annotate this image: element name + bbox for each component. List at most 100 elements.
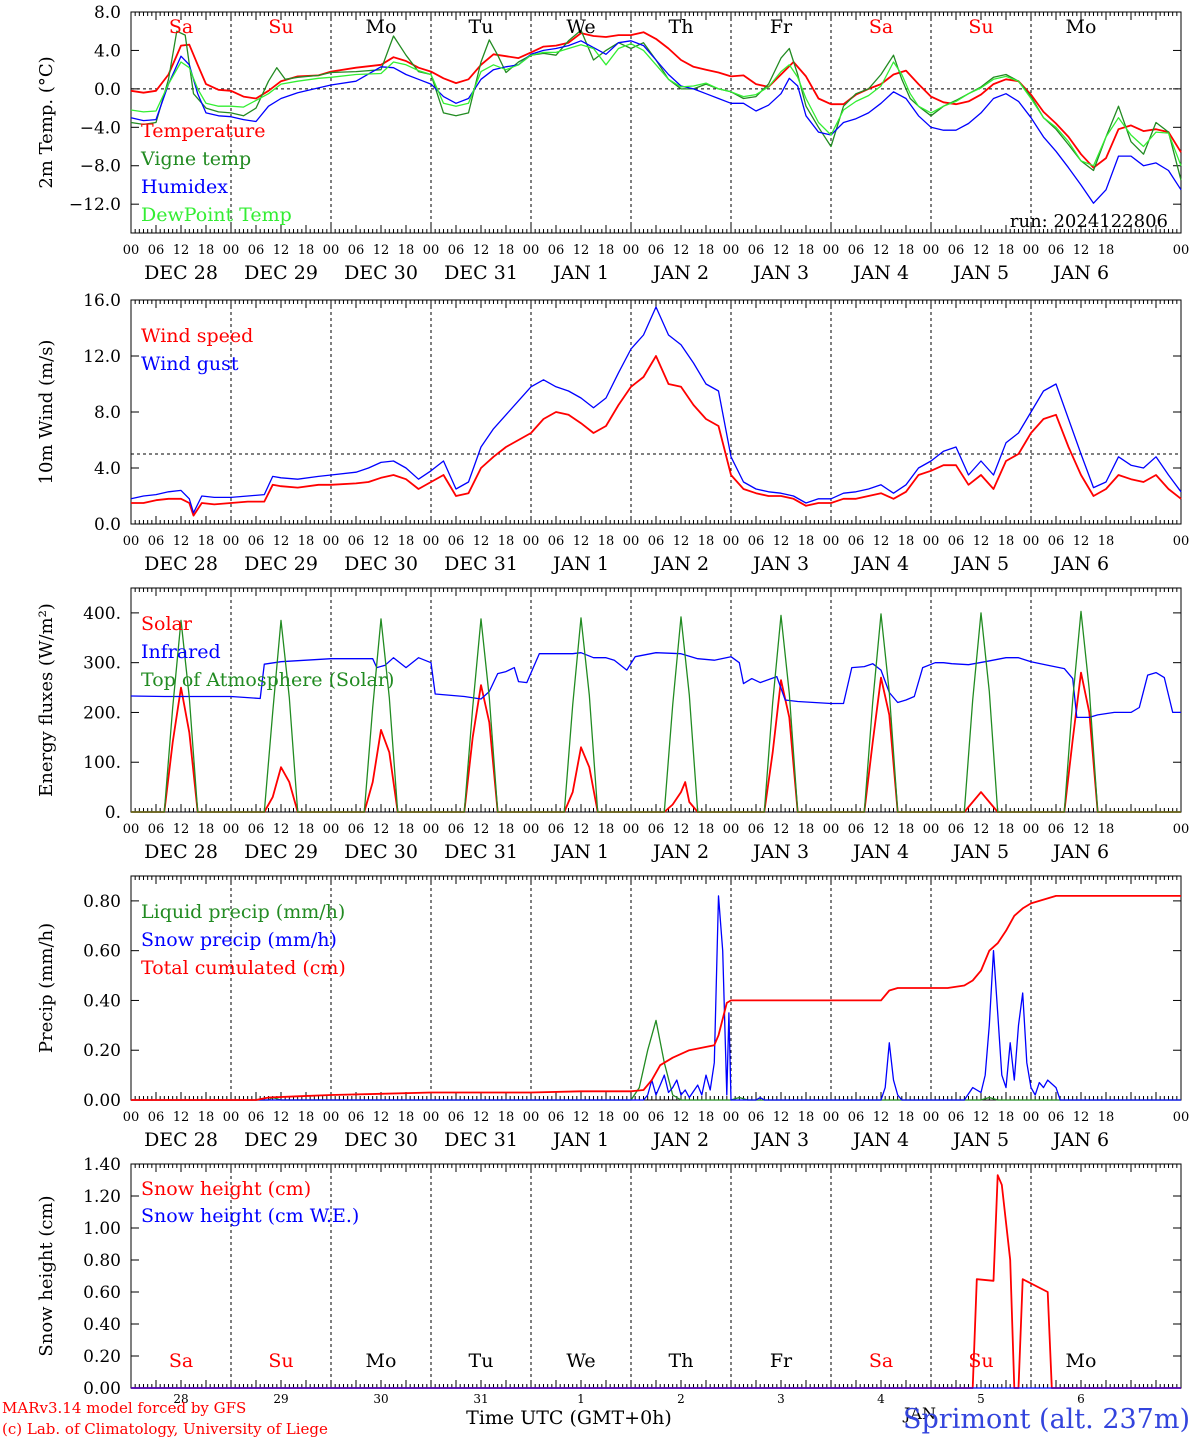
date-label: DEC 31 (444, 553, 518, 575)
hour-tick-label: 00 (323, 822, 340, 837)
hour-tick-label: 12 (673, 243, 690, 258)
y-tick-label: 4.0 (94, 459, 121, 479)
date-label: JAN 1 (551, 1129, 609, 1151)
date-label: JAN 3 (751, 553, 809, 575)
series-line (131, 895, 1181, 1101)
hour-tick-label: 06 (448, 1110, 465, 1125)
y-tick-label: 0.0 (94, 515, 121, 535)
hour-tick-label: 06 (848, 1110, 865, 1125)
hour-tick-label: 06 (548, 243, 565, 258)
day-name: Th (669, 1350, 694, 1372)
hour-tick-label: 06 (948, 1110, 965, 1125)
hour-tick-label: 06 (748, 243, 765, 258)
hour-tick-label: 12 (273, 822, 290, 837)
hour-tick-label: 00 (123, 243, 140, 258)
hour-tick-label: 00 (323, 534, 340, 549)
hour-tick-label: 18 (698, 534, 715, 549)
day-name: We (566, 16, 595, 38)
date-label: DEC 28 (144, 1129, 218, 1151)
hour-tick-label: 06 (1048, 243, 1065, 258)
y-tick-label: 1.20 (83, 1187, 121, 1207)
date-label: JAN 5 (951, 262, 1009, 284)
hour-tick-label: 06 (448, 534, 465, 549)
hour-tick-label: 12 (273, 534, 290, 549)
hour-tick-label: 12 (773, 1110, 790, 1125)
hour-tick-label: 18 (298, 822, 315, 837)
date-label: DEC 30 (344, 1129, 418, 1151)
day-name: Sa (169, 16, 193, 38)
series-line (130, 40, 1182, 204)
y-tick-label: 400. (83, 604, 121, 624)
hour-tick-label: 06 (448, 243, 465, 258)
hour-tick-label: 18 (898, 1110, 915, 1125)
legend-entry: Snow height (cm W.E.) (141, 1205, 359, 1227)
hour-tick-label: 12 (273, 1110, 290, 1125)
hour-tick-label: 00 (623, 822, 640, 837)
hour-tick-label: 12 (273, 243, 290, 258)
legend-entry: Humidex (141, 176, 228, 198)
hour-tick-label: 06 (248, 1110, 265, 1125)
hour-tick-label: 06 (548, 1110, 565, 1125)
plot-frame (130, 299, 1182, 525)
hour-tick-label: 00 (923, 1110, 940, 1125)
hour-tick-label: 06 (148, 534, 165, 549)
hour-tick-label: 18 (598, 1110, 615, 1125)
hour-tick-label: 00 (923, 243, 940, 258)
hour-tick-label: 06 (348, 243, 365, 258)
date-label: JAN 5 (951, 553, 1009, 575)
hour-tick-label: 00 (523, 534, 540, 549)
day-number-label: 2 (677, 1392, 685, 1406)
date-label: JAN 2 (651, 841, 709, 863)
hour-tick-label: 18 (798, 822, 815, 837)
date-label: JAN 3 (751, 1129, 809, 1151)
date-label: DEC 31 (444, 262, 518, 284)
hour-tick-label: 18 (398, 534, 415, 549)
legend-entry: Solar (141, 613, 193, 635)
hour-tick-label: 18 (498, 243, 515, 258)
hour-tick-label: 06 (648, 822, 665, 837)
hour-tick-label: 06 (748, 822, 765, 837)
series-line (131, 1174, 1181, 1389)
date-label: DEC 29 (244, 262, 318, 284)
series-line (130, 29, 1182, 181)
hour-tick-label: 06 (248, 243, 265, 258)
hour-tick-label: 12 (1073, 822, 1090, 837)
hour-tick-label: 18 (1098, 243, 1115, 258)
y-tick-label: 12.0 (83, 347, 121, 367)
location-label: Sprimont (alt. 237m) (903, 1404, 1190, 1435)
hour-tick-label: 18 (1098, 822, 1115, 837)
legend-entry: Snow precip (mm/h) (141, 929, 337, 951)
series-line (130, 652, 1181, 719)
day-name: Th (669, 16, 694, 38)
hour-tick-label: 00 (723, 243, 740, 258)
panels-layer: 8.0 4.0 0.0 −4.0 −8.0 −12.0 2m Temp. (°C) Tempe… (36, 3, 1189, 1406)
hour-tick-label: 00 (1173, 822, 1190, 837)
y-tick-label: 0.20 (83, 1347, 121, 1367)
model-credit: MARv3.14 model forced by GFS (2, 1399, 246, 1417)
hour-tick-label: 12 (973, 534, 990, 549)
hour-tick-label: 12 (673, 534, 690, 549)
date-label: JAN 6 (1051, 1129, 1109, 1151)
hour-tick-label: 12 (173, 243, 190, 258)
series-line (131, 895, 1181, 1101)
hour-tick-label: 12 (773, 822, 790, 837)
hour-tick-label: 00 (123, 822, 140, 837)
date-label: JAN 1 (551, 553, 609, 575)
date-label: JAN 1 (551, 262, 609, 284)
date-label: DEC 29 (244, 1129, 318, 1151)
day-name: Mo (1066, 16, 1097, 38)
hour-tick-label: 00 (923, 822, 940, 837)
hour-tick-label: 06 (848, 822, 865, 837)
hour-tick-label: 12 (673, 822, 690, 837)
date-label: JAN 3 (751, 262, 809, 284)
y-axis-label: 10m Wind (m/s) (36, 340, 57, 485)
hour-tick-label: 06 (148, 1110, 165, 1125)
panel-5: 0.00 0.20 0.40 0.60 0.80 1.00 1.20 1.40 Snow hei… (36, 1155, 1182, 1406)
date-label: DEC 28 (144, 553, 218, 575)
legend-entry: Temperature (141, 120, 265, 142)
lab-credit: (c) Lab. of Climatology, University of L… (2, 1420, 328, 1438)
y-tick-label: 100. (83, 753, 121, 773)
hour-tick-label: 00 (223, 1110, 240, 1125)
date-label: JAN 2 (651, 1129, 709, 1151)
day-name: Su (268, 16, 293, 38)
